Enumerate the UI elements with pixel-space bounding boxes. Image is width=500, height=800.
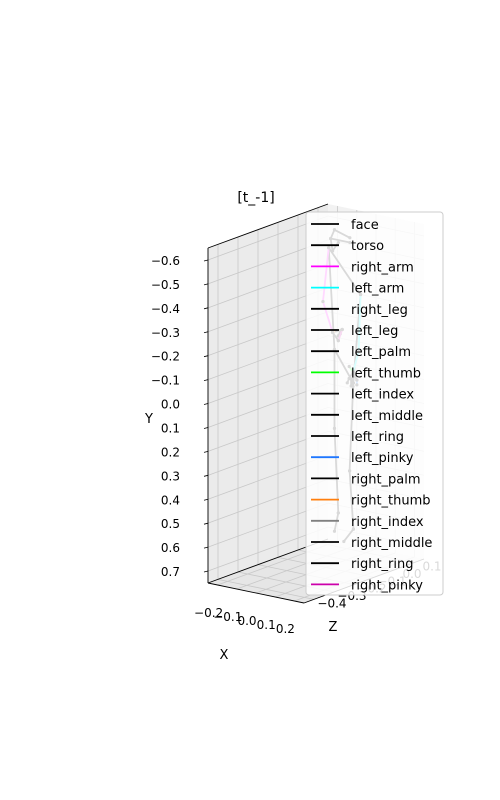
x-tick-label: 0.0 (237, 614, 256, 628)
z-axis-label: Z (329, 620, 338, 635)
y-tick-label: −0.6 (151, 254, 180, 268)
y-axis-label: Y (144, 412, 153, 427)
legend-label: left_palm (351, 345, 411, 360)
y-tick-label: 0.5 (161, 517, 180, 531)
y-tick-mark (204, 380, 208, 381)
y-tick-label: −0.3 (151, 326, 180, 340)
legend-label: left_ring (351, 430, 404, 445)
legend-label: left_pinky (351, 451, 414, 466)
y-tick-label: 0.3 (161, 469, 180, 483)
y-tick-mark (204, 404, 208, 405)
y-tick-mark (204, 308, 208, 309)
y-tick-labels: −0.6 −0.5 −0.4 −0.3 −0.2 −0.1 0.0 0.1 0.2 0.3 0.4 0… (151, 254, 208, 579)
y-tick-mark (204, 427, 208, 428)
y-tick-mark (204, 547, 208, 548)
legend-label: right_ring (351, 557, 414, 572)
legend-label: right_leg (351, 303, 408, 318)
legend-label: right_middle (351, 536, 432, 551)
y-tick-label: −0.1 (151, 374, 180, 388)
y-tick-mark (204, 260, 208, 261)
y-tick-label: −0.2 (151, 350, 180, 364)
y-tick-mark (204, 356, 208, 357)
legend-label: left_middle (351, 409, 423, 424)
x-tick-labels: −0.2−0.10.0 0.1 0.2 (194, 606, 295, 636)
y-tick-mark (204, 451, 208, 452)
x-tick-label: 0.2 (276, 622, 295, 636)
legend-label: left_leg (351, 324, 398, 339)
legend-label: right_pinky (351, 578, 423, 593)
y-tick-mark (204, 284, 208, 285)
y-tick-mark (204, 523, 208, 524)
legend-label: right_palm (351, 472, 421, 487)
legend: face torso right_arm left_arm right_leg left_… (306, 212, 443, 595)
x-axis-label: X (220, 648, 229, 663)
legend-label: torso (351, 239, 384, 254)
y-tick-label: −0.5 (151, 278, 180, 292)
y-tick-label: 0.6 (161, 541, 180, 555)
legend-label: right_index (351, 515, 424, 530)
legend-label: right_arm (351, 260, 414, 275)
y-tick-label: 0.4 (161, 493, 180, 507)
y-tick-label: −0.4 (151, 302, 180, 316)
legend-label: left_arm (351, 282, 404, 297)
y-tick-mark (204, 571, 208, 572)
y-tick-mark (204, 332, 208, 333)
x-tick-label: 0.1 (257, 618, 276, 632)
y-tick-label: 0.7 (161, 565, 180, 579)
y-tick-mark (204, 499, 208, 500)
legend-label: left_thumb (351, 366, 421, 381)
y-tick-mark (204, 475, 208, 476)
legend-label: right_thumb (351, 494, 431, 509)
legend-label: left_index (351, 388, 414, 403)
y-tick-label: 0.0 (161, 398, 180, 412)
legend-label: face (351, 218, 379, 233)
chart-title: [t_-1] (237, 190, 274, 206)
y-tick-label: 0.2 (161, 445, 180, 459)
y-tick-label: 0.1 (161, 421, 180, 435)
